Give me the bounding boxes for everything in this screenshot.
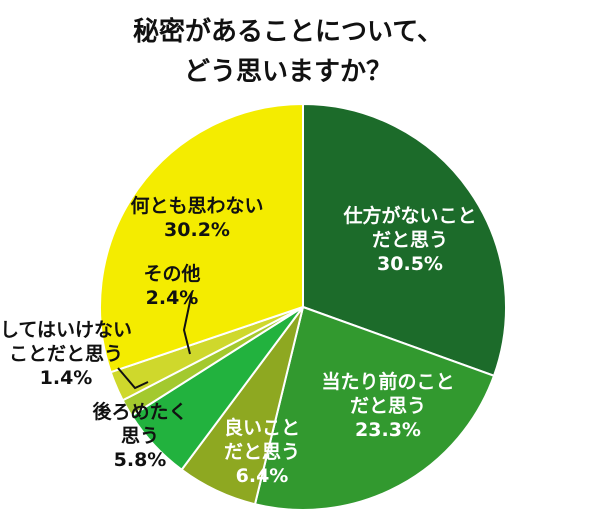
slice-percent-label: 6.4% xyxy=(236,465,289,487)
leader-lines xyxy=(117,291,193,390)
leader-line xyxy=(117,367,149,390)
slice-percent-label: 5.8% xyxy=(114,449,167,471)
slice-name-label: だと思う xyxy=(224,441,300,463)
slice-name-label: 何とも思わない xyxy=(130,194,263,217)
pie-slices xyxy=(99,102,507,511)
pie-slice xyxy=(99,102,304,374)
slice-name-label: ことだと思う xyxy=(9,343,123,365)
slice-name-label: だと思う xyxy=(350,395,426,417)
slice-percent-label: 1.4% xyxy=(40,367,93,389)
chart-title-line: 秘密があることについて、 xyxy=(133,16,443,47)
chart-title: 秘密があることについて、どう思いますか？ xyxy=(133,16,443,87)
slice-name-label: 良いこと xyxy=(224,416,300,439)
slice-name-label: 仕方がないこと xyxy=(342,204,476,227)
slice-labels: 仕方がないことだと思う30.5%当たり前のことだと思う23.3%良いことだと思う… xyxy=(0,194,477,487)
slice-percent-label: 23.3% xyxy=(355,419,421,441)
slice-percent-label: 30.2% xyxy=(164,219,230,241)
slice-name-label: だと思う xyxy=(372,229,448,251)
slice-percent-label: 30.5% xyxy=(377,253,443,275)
slice-name-label: 思う xyxy=(121,425,159,447)
slice-name-label: 当たり前のこと xyxy=(321,370,454,393)
slice-name-label: 後ろめたく xyxy=(92,400,187,423)
slice-name-label: してはいけない xyxy=(0,319,132,341)
chart-title-line: どう思いますか？ xyxy=(184,57,392,87)
slice-percent-label: 2.4% xyxy=(146,287,199,309)
slice-name-label: その他 xyxy=(143,262,200,285)
pie-slice xyxy=(302,102,507,378)
leader-line xyxy=(182,291,193,355)
pie-slice xyxy=(253,305,496,511)
